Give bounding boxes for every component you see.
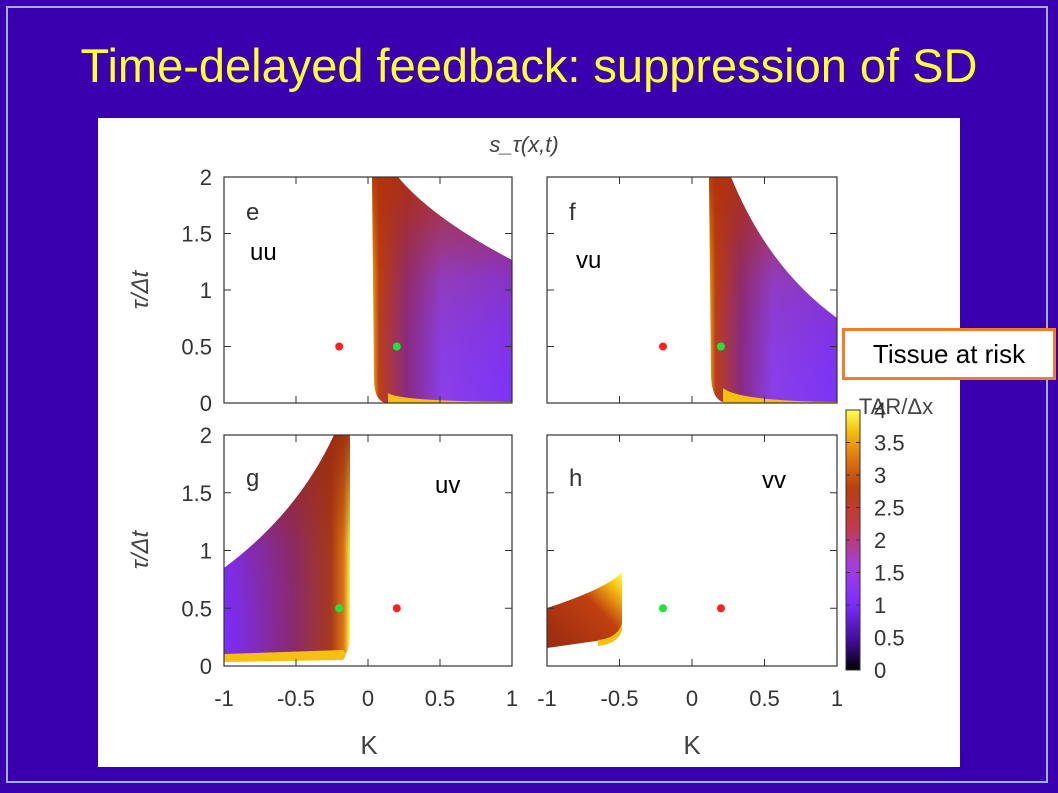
x-tick-label: 1 — [831, 686, 843, 711]
x-tick-label: 0.5 — [749, 686, 780, 711]
tissue-at-risk-callout: Tissue at risk — [842, 328, 1056, 380]
y-tick-label: 1 — [200, 539, 212, 564]
x-tick-label: -0.5 — [601, 686, 639, 711]
green-point-h — [659, 604, 667, 613]
colorbar-tick-label: 1 — [874, 593, 886, 618]
y-tick-label: 2 — [200, 423, 212, 448]
colorbar-tick-label: 4 — [874, 398, 886, 423]
colorbar-label: TAR/Δx — [859, 394, 933, 419]
y-axis-label-top: τ/Δt — [127, 269, 154, 309]
slide-frame — [6, 6, 1048, 783]
red-point-e — [335, 342, 344, 351]
chart-title: s_τ(x,t) — [489, 132, 558, 157]
markers — [335, 342, 725, 613]
y-tick-label: 2 — [200, 165, 212, 190]
tick-labels: 0 0.5 1 1.5 2 0 0.5 1 1.5 2 -1 -0.5 0 0.5 1 -1 -0.5 0 0.5 1 — [181, 165, 843, 711]
panel-f-region — [709, 177, 837, 403]
figure-panel: s_τ(x,t) 0 0.5 1 1.5 2 0 0.5 1 1.5 2 -1 -0.5 0 0.5 1 -1… — [98, 118, 960, 767]
colorbar-tick-label: 0.5 — [874, 626, 905, 651]
x-axis-label-right: K — [683, 730, 701, 760]
coupling-label-uu: uu — [250, 239, 277, 266]
red-point-f — [659, 342, 667, 351]
colorbar-tick-label: 2.5 — [874, 496, 905, 521]
x-tick-label: 0.5 — [425, 686, 456, 711]
colorbar-tick-label: 3.5 — [874, 431, 905, 456]
x-tick-label: 0 — [686, 686, 698, 711]
y-tick-label: 1.5 — [181, 222, 212, 247]
red-point-h — [717, 604, 725, 613]
x-tick-label: -0.5 — [277, 686, 315, 711]
colorbar-tick-label: 3 — [874, 463, 886, 488]
colorbar-tick-label: 2 — [874, 528, 886, 553]
x-tick-label: 0 — [362, 686, 374, 711]
y-tick-label: 1 — [200, 278, 212, 303]
red-point-g — [392, 604, 401, 613]
coupling-label-vu: vu — [576, 247, 601, 274]
y-tick-label: 0 — [200, 654, 212, 679]
panel-g-region — [224, 435, 350, 662]
panel-letter-e: e — [246, 199, 259, 226]
green-point-e — [392, 342, 401, 351]
y-axis-label-bottom: τ/Δt — [127, 529, 154, 569]
panel-e-region — [372, 177, 512, 403]
y-tick-label: 0 — [200, 391, 212, 416]
y-tick-label: 0.5 — [181, 335, 212, 360]
x-axis-label-left: K — [360, 730, 378, 760]
colorbar-tick-label: 0 — [874, 658, 886, 683]
panel-letter-h: h — [569, 465, 582, 492]
coupling-label-vv: vv — [762, 467, 786, 494]
axis-ticks — [223, 176, 838, 667]
coupling-label-uv: uv — [435, 472, 460, 499]
x-tick-label: -1 — [537, 686, 557, 711]
green-point-f — [717, 342, 725, 351]
panel-labels: e uu fvu g uv h vv — [246, 199, 786, 499]
y-tick-label: 0.5 — [181, 596, 212, 621]
x-tick-label: -1 — [214, 686, 234, 711]
x-tick-label: 1 — [506, 686, 518, 711]
colorbar-ticks: 0 0.5 1 1.5 2 2.5 3 3.5 4 — [846, 398, 905, 683]
panel-letter-f: f — [569, 199, 576, 226]
heatmap-figure: s_τ(x,t) 0 0.5 1 1.5 2 0 0.5 1 1.5 2 -1 -0.5 0 0.5 1 -1… — [127, 132, 933, 760]
y-tick-label: 1.5 — [181, 481, 212, 506]
panel-letter-g: g — [246, 465, 259, 492]
colorbar-tick-label: 1.5 — [874, 561, 905, 586]
green-point-g — [335, 604, 344, 613]
slide-title: Time-delayed feedback: suppression of SD — [80, 39, 978, 92]
panel-h-region — [547, 572, 622, 648]
